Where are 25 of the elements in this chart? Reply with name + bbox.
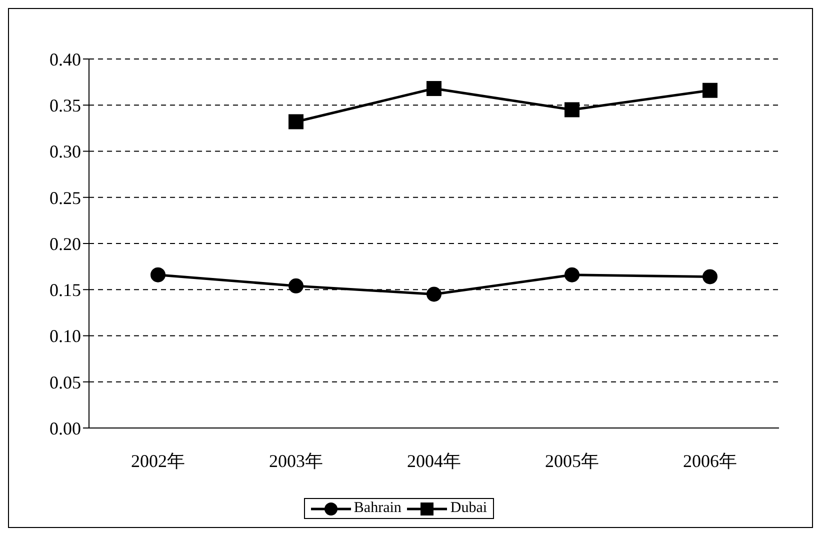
x-tick-label: 2003年 [269,450,323,471]
legend-label: Dubai [450,500,488,517]
point [288,278,304,294]
point [426,81,442,96]
y-tick-label: 0.15 [50,280,81,300]
point [564,267,580,282]
point [702,82,718,98]
y-tick-label: 0.20 [50,234,81,254]
y-tick-label: 0.40 [50,49,81,70]
x-tick-label: 2004年 [407,450,461,471]
point [564,102,580,118]
y-tick-label: 0.05 [50,372,81,392]
legend-label: Bahrain [354,500,402,517]
x-tick-label: 2005年 [545,450,599,471]
point [702,269,718,284]
x-tick-label: 2006年 [683,450,737,471]
point [150,267,166,282]
y-tick-label: 0.25 [50,188,81,208]
x-tick-label: 2002年 [131,450,185,471]
y-tick-label: 0.10 [50,326,81,346]
point [426,286,442,302]
y-tick-label: 0.35 [50,96,81,116]
point [288,114,304,130]
y-tick-label: 0.30 [50,142,81,162]
y-tick-label: 0.00 [50,418,81,438]
